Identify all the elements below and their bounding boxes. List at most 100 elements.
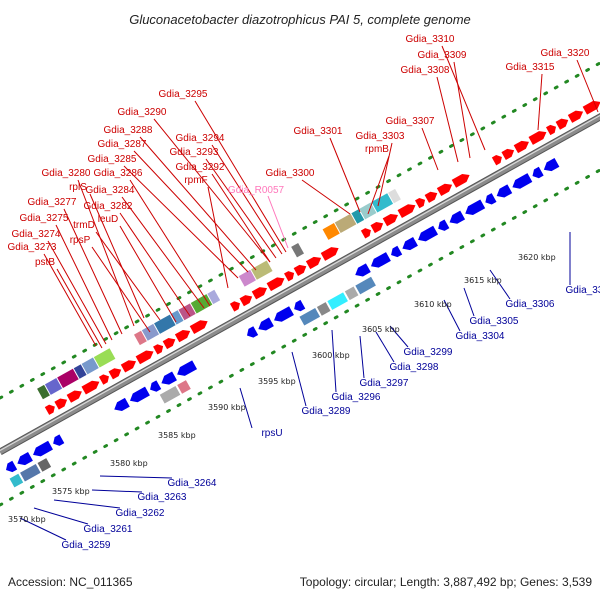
gene-block-upper xyxy=(359,202,377,220)
gene-label-upper: pstB xyxy=(35,257,55,268)
gene-block-upper xyxy=(81,357,99,375)
ruler-dots-lower xyxy=(0,168,600,507)
leader-line-lower xyxy=(359,335,365,379)
leader-line-upper xyxy=(77,179,135,327)
forward-gene-arrow xyxy=(293,264,307,276)
gene-label-upper: Gdia_3300 xyxy=(266,168,315,179)
forward-gene-arrow xyxy=(135,350,154,365)
forward-gene-arrow xyxy=(555,118,569,130)
gene-label-lower: Gdia_3298 xyxy=(390,362,439,373)
gene-label-upper: rpsP xyxy=(70,235,91,246)
leader-line-upper xyxy=(211,144,283,255)
leader-line-lower xyxy=(53,499,121,509)
leader-line-upper xyxy=(119,225,177,323)
forward-gene-arrow xyxy=(284,271,295,282)
gene-label-lower: Gdia_3289 xyxy=(302,406,351,417)
reverse-gene-arrow xyxy=(496,184,513,198)
gene-label-upper: Gdia_3320 xyxy=(541,48,590,59)
gene-block-upper xyxy=(170,310,184,325)
gene-block-lower xyxy=(9,473,24,488)
reverse-gene-arrow xyxy=(17,451,33,466)
forward-gene-arrow xyxy=(501,148,515,160)
reverse-gene-arrow xyxy=(33,440,53,457)
gene-block-upper xyxy=(238,269,256,287)
gene-label-lower: Gdia_3299 xyxy=(404,347,453,358)
gene-label-lower: Gdia_3304 xyxy=(456,331,505,342)
accession-text: Accession: NC_011365 xyxy=(8,575,133,589)
gene-label-upper: Gdia_3280 xyxy=(42,168,91,179)
leader-line-upper xyxy=(129,179,211,307)
forward-gene-arrow xyxy=(397,204,416,218)
gene-block-upper xyxy=(133,330,147,346)
leader-layer xyxy=(19,45,599,541)
kbp-tick-label: 3600 kbp xyxy=(312,351,350,360)
leader-line-lower xyxy=(489,269,511,300)
reverse-gene-arrow xyxy=(532,166,544,179)
leader-line-lower xyxy=(291,351,307,407)
kbp-tick-label: 3605 kbp xyxy=(362,325,400,334)
forward-gene-arrow xyxy=(424,191,438,203)
leader-line-upper xyxy=(421,127,439,171)
gene-block-upper xyxy=(154,314,176,334)
leader-line-upper xyxy=(153,118,271,263)
gene-label-upper: Gdia_3309 xyxy=(418,50,467,61)
gene-label-upper: Gdia_3287 xyxy=(98,139,147,150)
reverse-gene-arrow xyxy=(391,245,403,258)
forward-gene-arrow xyxy=(360,228,371,239)
reverse-gene-arrow xyxy=(512,173,533,189)
reverse-gene-arrow xyxy=(370,252,391,268)
leader-line-upper xyxy=(329,137,361,213)
gene-label-upper: Gdia_3315 xyxy=(506,62,555,73)
gene-block-lower xyxy=(327,292,348,310)
backbone-highlight xyxy=(0,114,600,452)
leader-line-upper xyxy=(367,155,390,215)
leader-line-upper xyxy=(377,142,393,207)
gene-block-upper xyxy=(44,378,63,395)
gene-label-rna: Gdia_R0057 xyxy=(228,185,285,196)
gene-label-upper: Gdia_3303 xyxy=(356,131,405,142)
gene-label-upper: Gdia_3294 xyxy=(176,133,225,144)
reverse-gene-arrow xyxy=(465,199,486,216)
gene-label-lower: Gdia_3305 xyxy=(470,316,519,327)
leader-line-upper xyxy=(89,193,145,319)
gene-label-upper: Gdia_3275 xyxy=(20,213,69,224)
reverse-gene-arrow xyxy=(402,236,418,251)
gene-label-upper: Gdia_3285 xyxy=(88,154,137,165)
gene-block-upper xyxy=(334,213,357,234)
backbone-line xyxy=(0,114,600,455)
leader-line-lower xyxy=(463,287,475,317)
forward-gene-arrow xyxy=(266,277,285,292)
leader-line-upper xyxy=(441,45,486,151)
label-layer: 3570 kbp 3575 kbp 3580 kbp 3585 kbp 3590 kbp… xyxy=(8,34,600,551)
reverse-gene-arrow xyxy=(6,460,18,473)
gene-label-lower: Gdia_3316 xyxy=(566,285,600,296)
forward-gene-arrow xyxy=(239,295,253,307)
forward-gene-arrow xyxy=(567,110,584,123)
forward-gene-arrow xyxy=(174,330,191,343)
leader-line-lower xyxy=(19,517,67,541)
leader-line-upper xyxy=(453,61,471,159)
gene-block-upper xyxy=(291,243,304,258)
forward-gene-arrow xyxy=(54,398,68,410)
forward-gene-arrow xyxy=(108,368,122,380)
leader-line-lower xyxy=(389,325,409,348)
forward-gene-arrow xyxy=(120,360,137,373)
gene-label-upper: Gdia_3295 xyxy=(159,89,208,100)
gene-label-upper: rplS xyxy=(69,182,87,193)
leader-line-lower xyxy=(33,507,89,525)
leader-line-upper xyxy=(43,253,97,347)
gene-label-upper: leuD xyxy=(98,214,119,225)
leader-line-upper xyxy=(537,73,543,131)
leader-line-upper xyxy=(211,173,271,263)
reverse-gene-arrow xyxy=(485,193,497,205)
gene-label-upper: Gdia_3286 xyxy=(94,168,143,179)
reverse-gene-arrow xyxy=(150,380,162,392)
reverse-gene-arrow xyxy=(438,219,450,231)
kbp-tick-label: 3595 kbp xyxy=(258,377,296,386)
leader-line-upper xyxy=(139,136,257,271)
gene-block-lower xyxy=(177,380,191,394)
forward-gene-arrow xyxy=(582,100,600,115)
gene-label-upper: Gdia_3310 xyxy=(406,34,455,45)
gene-layer xyxy=(6,100,600,488)
